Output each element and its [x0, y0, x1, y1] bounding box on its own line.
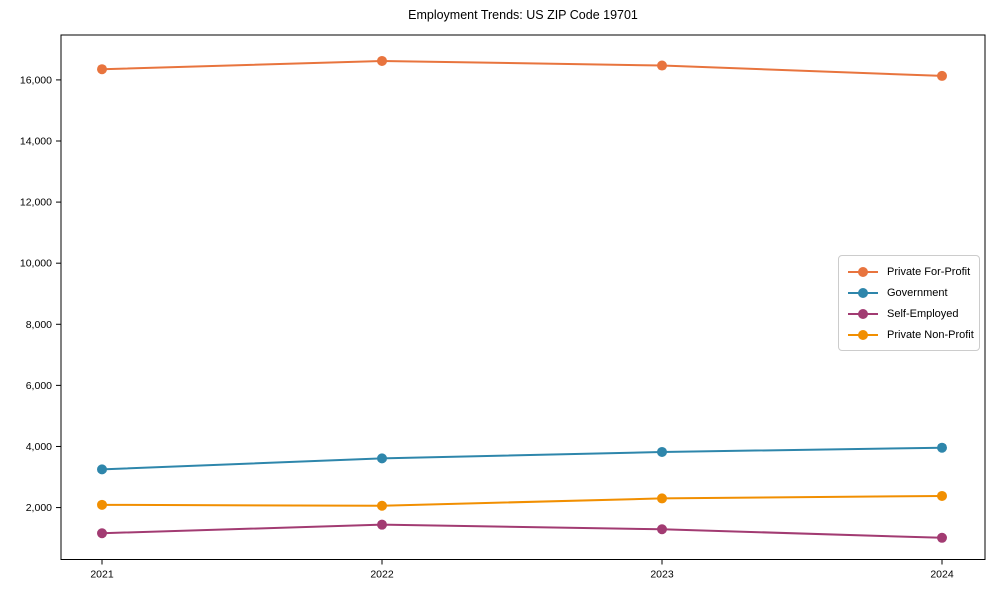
data-point-marker [657, 524, 667, 535]
y-axis-tick-label: 4,000 [26, 441, 52, 453]
series-line-government [101, 446, 943, 471]
legend-label: Private Non-Profit [887, 328, 974, 341]
legend-label: Self-Employed [887, 307, 959, 320]
data-point-marker [657, 493, 667, 504]
data-point-marker [377, 500, 387, 511]
series-line-private-non-profit [101, 494, 943, 507]
data-point-marker [377, 519, 387, 530]
legend-marker-icon [848, 266, 878, 277]
legend-label: Private For-Profit [887, 265, 971, 278]
data-point-marker [937, 442, 947, 453]
y-axis-tick-label: 2,000 [26, 502, 52, 514]
data-point-marker [937, 70, 947, 81]
legend: Private For-Profit Government Self-Employe… [838, 255, 980, 351]
data-point-marker [657, 60, 667, 71]
data-point-marker [97, 499, 107, 510]
y-axis-tick-label: 8,000 [26, 319, 52, 331]
data-point-marker [657, 446, 667, 457]
legend-marker-icon [848, 308, 878, 319]
x-axis-tick-label: 2023 [650, 569, 674, 581]
legend-item: Private For-Profit [847, 261, 971, 282]
legend-label: Government [887, 286, 948, 299]
legend-item: Self-Employed [847, 303, 971, 324]
legend-marker-icon [848, 287, 878, 298]
data-point-marker [937, 532, 947, 543]
legend-marker-icon [848, 329, 878, 340]
data-point-marker [937, 490, 947, 501]
y-axis-tick-label: 14,000 [20, 135, 52, 147]
legend-item: Private Non-Profit [847, 324, 974, 345]
data-point-marker [97, 528, 107, 539]
series-line-self-employed [101, 523, 943, 539]
legend-item: Government [847, 282, 971, 303]
data-point-marker [97, 464, 107, 475]
x-axis-tick-label: 2024 [930, 569, 954, 581]
y-axis-tick-label: 6,000 [26, 380, 52, 392]
data-point-marker [97, 64, 107, 75]
series-line-private-for-profit [101, 59, 943, 77]
plot-frame [60, 34, 986, 560]
y-axis-tick-label: 10,000 [20, 258, 52, 270]
data-point-marker [377, 55, 387, 66]
y-axis-tick-label: 16,000 [20, 74, 52, 86]
x-axis-tick-label: 2021 [90, 569, 114, 581]
x-axis-tick-label: 2022 [370, 569, 394, 581]
chart-title: Employment Trends: US ZIP Code 19701 [408, 8, 638, 22]
data-point-marker [377, 453, 387, 464]
y-axis-tick-label: 12,000 [20, 197, 52, 209]
